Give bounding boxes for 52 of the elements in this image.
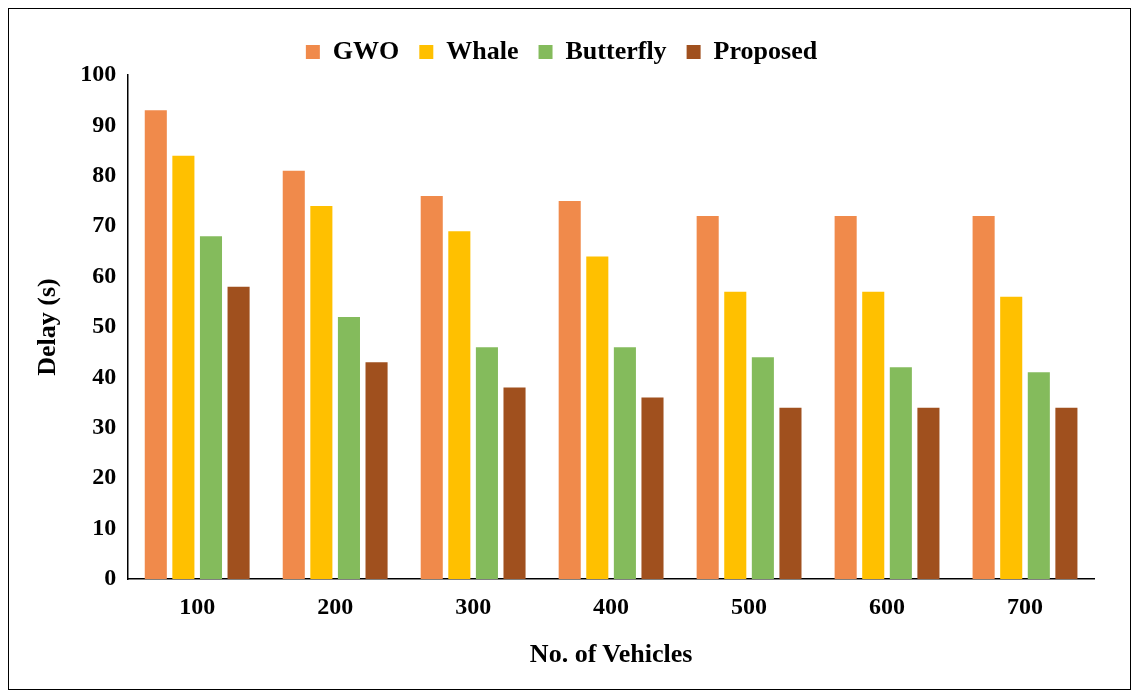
x-tick-label: 300 [455,592,492,619]
bar [172,155,195,579]
bar [227,286,250,579]
bar [613,347,636,579]
y-tick-label: 100 [80,60,117,87]
y-tick-label: 50 [92,312,117,339]
bar [475,347,498,579]
bar [641,397,664,579]
bar [862,291,885,579]
bar [1000,296,1023,579]
y-tick-label: 90 [92,110,117,137]
y-tick-label: 10 [92,513,117,540]
bar [282,170,305,579]
bar [724,291,747,579]
x-axis-title: No. of Vehicles [529,639,693,669]
x-tick-label: 400 [593,592,630,619]
x-tick-label: 200 [317,592,354,619]
y-tick-label: 70 [92,211,117,238]
bar [337,316,360,579]
bar [199,236,223,579]
bar [420,195,443,579]
bar [834,216,857,579]
y-tick-label: 30 [92,413,117,439]
bar [144,110,167,579]
x-tick-label: 500 [731,592,768,619]
bar [448,231,471,579]
bar [310,206,333,579]
bar [696,216,719,579]
bar [917,407,940,579]
legend-label: Whale [446,35,519,65]
bar [779,407,802,579]
bar [558,201,581,579]
y-tick-label: 40 [92,362,117,389]
bar [503,387,526,579]
legend-label: GWO [332,35,400,65]
bar [972,216,995,579]
y-tick-label: 80 [92,161,117,187]
legend-label: Butterfly [565,35,667,65]
bar [365,362,388,579]
x-tick-label: 600 [869,592,906,619]
y-tick-label: 60 [92,261,117,288]
x-tick-label: 100 [179,592,216,619]
bar [1027,372,1050,579]
bar [586,256,609,579]
x-tick-label: 700 [1007,592,1044,619]
bar [751,357,774,579]
y-tick-label: 0 [104,564,117,591]
bar [889,367,912,579]
y-axis-title: Delay (s) [32,278,62,376]
bar [1055,407,1078,579]
y-tick-label: 20 [92,463,117,490]
legend-label: Proposed [713,35,818,65]
